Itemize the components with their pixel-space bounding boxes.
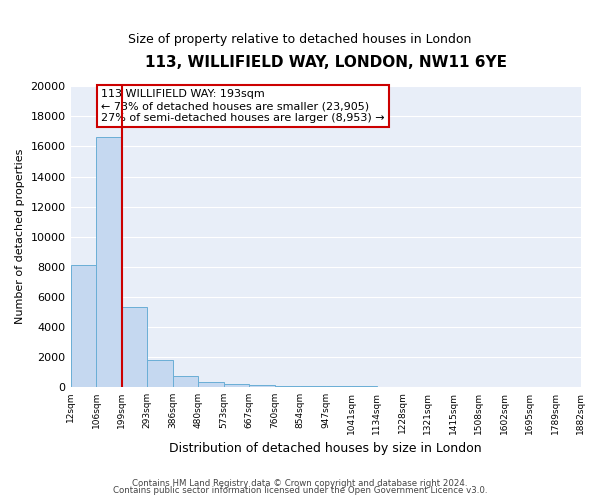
Y-axis label: Number of detached properties: Number of detached properties	[15, 149, 25, 324]
Bar	[173, 376, 198, 386]
Text: Size of property relative to detached houses in London: Size of property relative to detached ho…	[128, 32, 472, 46]
Bar	[147, 360, 173, 386]
Text: 113 WILLIFIELD WAY: 193sqm
← 73% of detached houses are smaller (23,905)
27% of : 113 WILLIFIELD WAY: 193sqm ← 73% of deta…	[101, 90, 385, 122]
X-axis label: Distribution of detached houses by size in London: Distribution of detached houses by size …	[169, 442, 482, 455]
Bar	[96, 138, 122, 386]
Bar	[198, 382, 224, 386]
Bar	[224, 384, 249, 386]
Title: 113, WILLIFIELD WAY, LONDON, NW11 6YE: 113, WILLIFIELD WAY, LONDON, NW11 6YE	[145, 55, 506, 70]
Text: Contains public sector information licensed under the Open Government Licence v3: Contains public sector information licen…	[113, 486, 487, 495]
Bar	[71, 265, 96, 386]
Bar	[249, 385, 275, 386]
Bar	[122, 307, 147, 386]
Text: Contains HM Land Registry data © Crown copyright and database right 2024.: Contains HM Land Registry data © Crown c…	[132, 478, 468, 488]
